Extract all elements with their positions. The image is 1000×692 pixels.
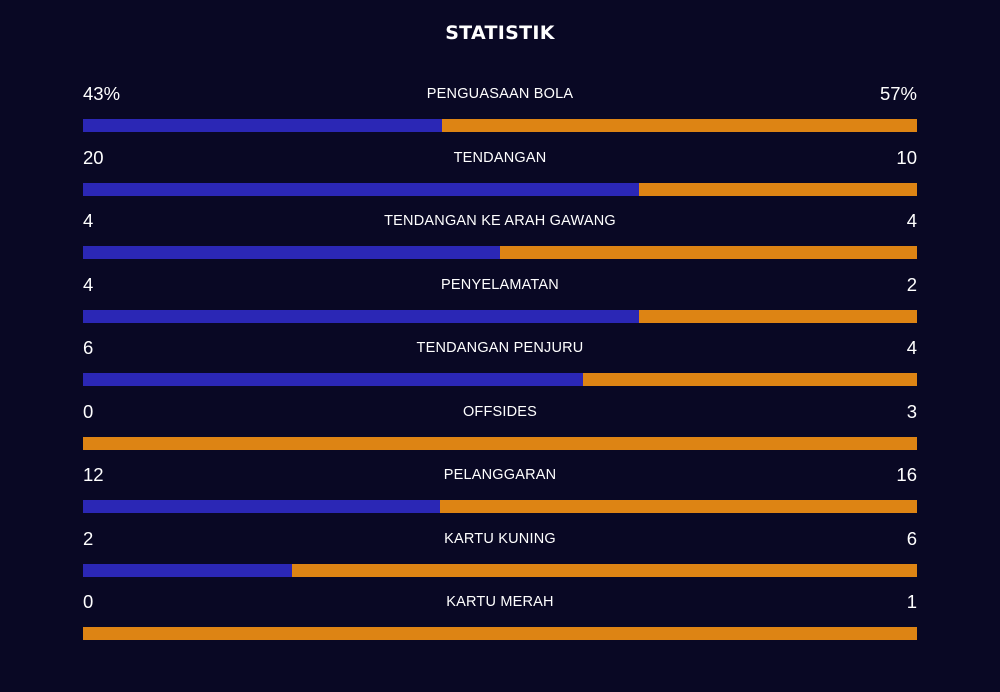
home-value: 0 <box>83 400 94 422</box>
stat-row-kartu-merah: 0 KARTU MERAH 1 <box>83 589 917 653</box>
comparison-bar <box>83 182 917 196</box>
away-bar-segment <box>441 119 917 132</box>
home-bar-segment <box>83 246 500 259</box>
home-bar-segment <box>83 119 442 132</box>
stat-label: TENDANGAN <box>453 149 547 166</box>
home-value: 0 <box>83 591 94 612</box>
comparison-bar <box>83 500 917 513</box>
home-value: 2 <box>83 527 94 549</box>
stat-row-kartu-kuning: 2 KARTU KUNING 6 <box>83 526 917 590</box>
away-bar-segment <box>638 309 917 323</box>
stat-label: TENDANGAN KE ARAH GAWANG <box>384 213 616 229</box>
away-value: 6 <box>906 527 917 549</box>
away-bar-segment <box>291 563 917 577</box>
stat-label: PENGUASAAN BOLA <box>426 86 574 102</box>
stat-label: PELANGGARAN <box>443 467 557 483</box>
away-value: 10 <box>896 146 917 168</box>
away-bar-segment <box>500 246 917 259</box>
stat-label: PENYELAMATAN <box>441 276 559 293</box>
comparison-bar <box>83 309 917 323</box>
home-value: 4 <box>83 210 94 231</box>
away-value: 2 <box>906 273 917 295</box>
comparison-bar <box>83 627 917 640</box>
home-bar-segment <box>83 309 639 323</box>
home-value: 12 <box>83 464 104 485</box>
stat-label: KARTU KUNING <box>444 530 556 547</box>
stat-row-offsides: 0 OFFSIDES 3 <box>83 399 917 463</box>
comparison-bar <box>83 563 917 577</box>
comparison-bar <box>83 119 917 132</box>
away-bar-segment <box>83 436 917 450</box>
stat-row-tendangan: 20 TENDANGAN 10 <box>83 145 917 209</box>
away-value: 3 <box>906 400 917 422</box>
away-bar-segment <box>638 182 917 196</box>
comparison-bar <box>83 373 917 386</box>
home-bar-segment <box>83 182 639 196</box>
home-value: 20 <box>83 146 104 168</box>
stat-label: OFFSIDES <box>462 403 538 420</box>
home-value: 4 <box>83 273 94 295</box>
stat-row-pelanggaran: 12 PELANGGARAN 16 <box>83 462 917 526</box>
comparison-bar <box>83 436 917 450</box>
stat-row-penguasaan-bola: 43% PENGUASAAN BOLA 57% <box>83 81 917 145</box>
home-bar-segment <box>83 563 292 577</box>
home-value: 43% <box>83 83 121 104</box>
away-bar-segment <box>83 627 917 640</box>
home-bar-segment <box>83 500 441 513</box>
away-value: 1 <box>906 591 917 612</box>
home-value: 6 <box>83 337 94 358</box>
stats-title: STATISTIK <box>445 22 555 44</box>
comparison-bar <box>83 246 917 259</box>
stat-row-penyelamatan: 4 PENYELAMATAN 2 <box>83 272 917 336</box>
stat-row-tendangan-ke-arah-gawang: 4 TENDANGAN KE ARAH GAWANG 4 <box>83 208 917 272</box>
stat-row-tendangan-penjuru: 6 TENDANGAN PENJURU 4 <box>83 335 917 399</box>
away-value: 16 <box>896 464 917 485</box>
stats-list: 43% PENGUASAAN BOLA 57% 20 TENDANGAN 10 … <box>83 81 917 653</box>
away-value: 4 <box>906 210 917 231</box>
away-value: 4 <box>906 337 917 358</box>
away-value: 57% <box>879 83 917 104</box>
away-bar-segment <box>583 373 917 386</box>
stat-label: TENDANGAN PENJURU <box>416 340 584 356</box>
away-bar-segment <box>440 500 917 513</box>
home-bar-segment <box>83 373 584 386</box>
stat-label: KARTU MERAH <box>446 594 554 610</box>
